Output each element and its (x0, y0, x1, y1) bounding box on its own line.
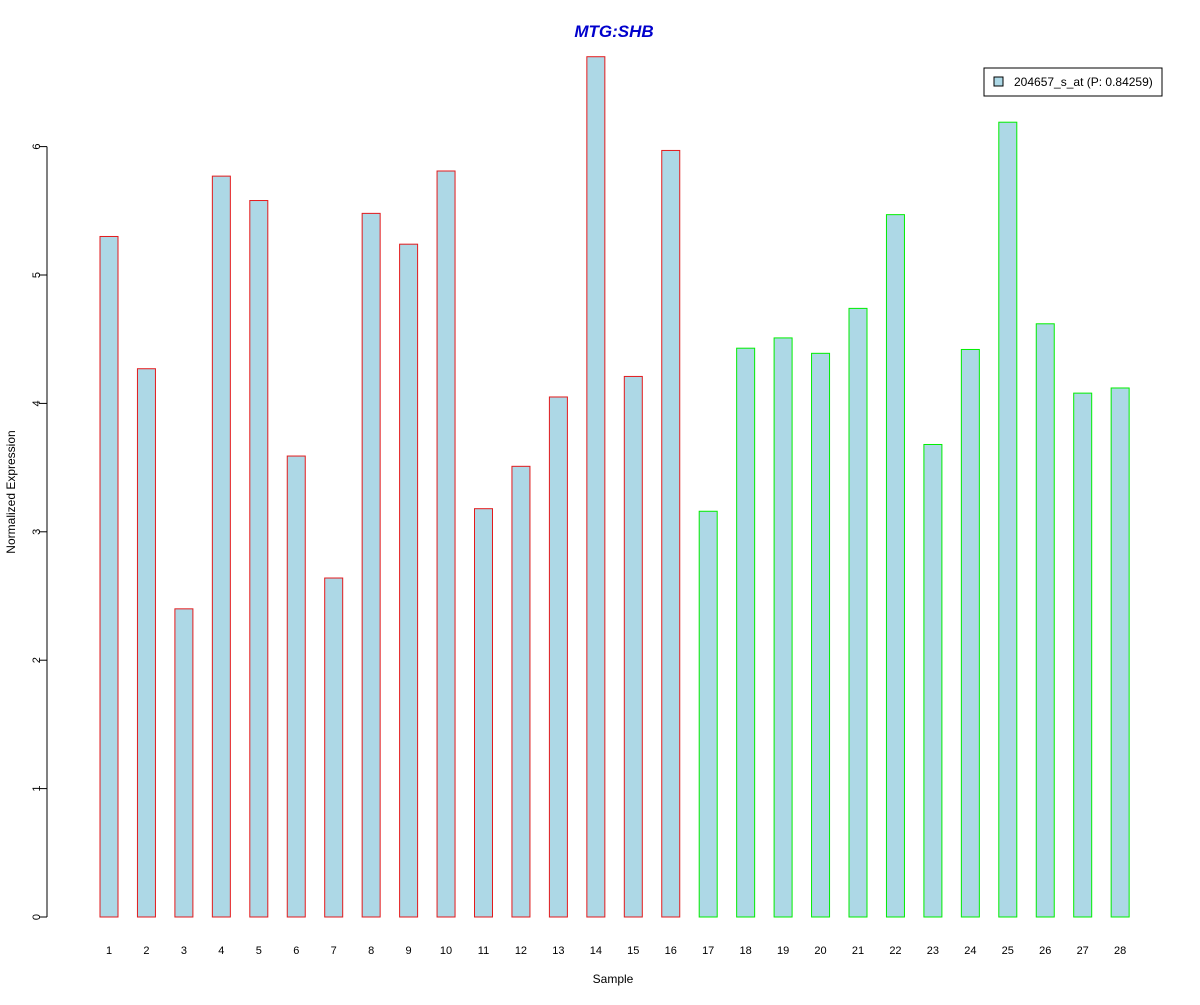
x-tick-label: 2 (143, 945, 149, 957)
bar-sample-20 (811, 352, 831, 918)
bar-sample-6 (286, 455, 306, 918)
bar-sample-10 (436, 170, 456, 918)
x-tick-label: 1 (106, 945, 112, 957)
bar-sample-16 (661, 149, 681, 918)
bar-sample-25 (998, 121, 1018, 918)
x-tick-label: 5 (256, 945, 262, 957)
bar-sample-11 (474, 508, 493, 918)
x-tick-label: 16 (665, 945, 677, 957)
bar-sample-1 (99, 235, 119, 918)
y-tick-label: 6 (31, 144, 43, 150)
y-tick-label: 2 (31, 657, 43, 663)
x-tick-label: 28 (1114, 945, 1126, 957)
x-tick-label: 21 (852, 945, 864, 957)
legend: 204657_s_at (P: 0.84259) (983, 67, 1163, 97)
bar-sample-18 (736, 347, 756, 918)
x-tick-label: 26 (1039, 945, 1051, 957)
bar-sample-22 (885, 214, 905, 918)
x-tick-label: 22 (889, 945, 901, 957)
x-tick-label: 23 (927, 945, 939, 957)
bar-sample-28 (1110, 387, 1130, 918)
bar-sample-27 (1073, 392, 1093, 918)
x-tick-label: 19 (777, 945, 789, 957)
legend-box (983, 67, 1163, 97)
bars-group (99, 56, 1130, 918)
y-axis: 0 1 2 3 4 5 6 (31, 144, 48, 920)
x-tick-label: 8 (368, 945, 374, 957)
x-tick-label: 9 (406, 945, 412, 957)
y-tick-label: 3 (31, 529, 43, 535)
bar-sample-24 (960, 348, 980, 918)
x-tick-label: 25 (1002, 945, 1014, 957)
bar-sample-23 (923, 443, 943, 918)
bar-sample-13 (548, 396, 568, 918)
bar-sample-26 (1035, 323, 1055, 918)
bar-sample-8 (361, 212, 381, 918)
x-tick-label: 3 (181, 945, 187, 957)
bar-sample-21 (848, 307, 868, 918)
x-tick-label: 4 (218, 945, 224, 957)
bar-sample-4 (211, 175, 231, 918)
bar-sample-9 (399, 243, 419, 918)
bar-sample-5 (249, 200, 269, 918)
x-tick-label: 17 (702, 945, 714, 957)
x-tick-label: 11 (478, 945, 489, 957)
bar-sample-15 (623, 375, 643, 918)
y-tick-label: 1 (31, 786, 43, 792)
y-tick-label: 0 (31, 914, 43, 920)
legend-label: 204657_s_at (P: 0.84259) (1014, 75, 1153, 89)
x-tick-label: 24 (964, 945, 976, 957)
bar-sample-3 (174, 608, 194, 918)
bar-sample-2 (136, 368, 156, 918)
x-tick-label: 7 (331, 945, 337, 957)
x-axis-label: Sample (593, 972, 634, 986)
y-tick-label: 5 (31, 272, 43, 278)
bar-sample-17 (698, 510, 718, 918)
x-tick-label: 10 (440, 945, 452, 957)
bar-sample-12 (511, 465, 531, 918)
y-tick-label: 4 (31, 400, 43, 406)
x-axis-tick-labels: 1 2 3 4 5 6 7 8 9 10 11 12 13 14 15 16 17 18 19 20 21 22 23 24 2… (106, 945, 1126, 957)
bar-sample-14 (586, 56, 606, 918)
x-tick-label: 15 (627, 945, 639, 957)
bar-sample-19 (773, 337, 793, 918)
y-axis-label: Normalized Expression (4, 430, 18, 553)
legend-swatch (993, 76, 1004, 87)
x-tick-label: 13 (552, 945, 564, 957)
x-tick-label: 20 (814, 945, 826, 957)
x-tick-label: 12 (515, 945, 527, 957)
x-tick-label: 6 (293, 945, 299, 957)
bar-sample-7 (324, 577, 344, 918)
chart-title: MTG:SHB (574, 22, 653, 41)
x-tick-label: 18 (740, 945, 752, 957)
x-tick-label: 14 (590, 945, 602, 957)
x-tick-label: 27 (1077, 945, 1089, 957)
